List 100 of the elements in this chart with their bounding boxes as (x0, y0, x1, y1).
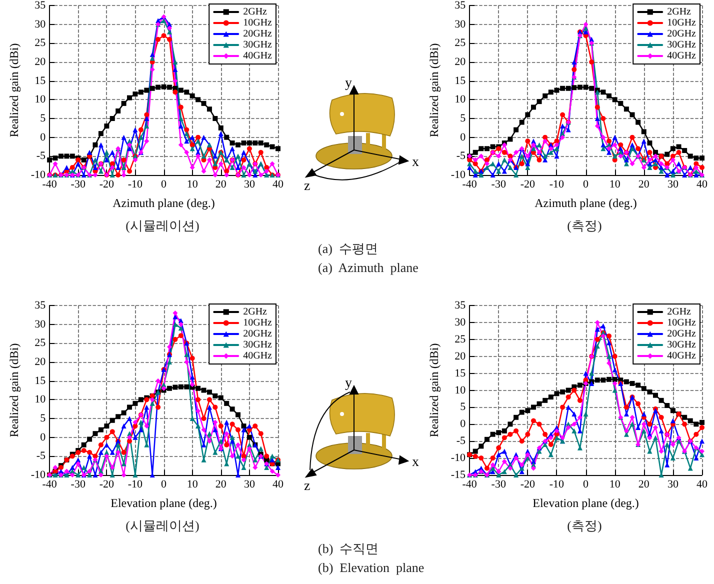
legend-label: 10GHz (667, 318, 697, 328)
x-tick-label: 10 (609, 178, 621, 190)
x-tick-label: 30 (667, 178, 679, 190)
x-tick-label: 0 (583, 178, 590, 190)
y-tick-label: 5 (40, 412, 46, 424)
legend-label: 30GHz (243, 340, 273, 350)
y-tick-label: 10 (454, 94, 466, 106)
y-axis-title: Realized gain (dBi) (7, 343, 21, 438)
y-tick-label: -5 (36, 150, 46, 162)
y-tick-label: 20 (34, 56, 46, 68)
y-tick-label: 15 (34, 74, 46, 87)
x-tick-label: 40 (272, 478, 284, 490)
x-tick-label: -40 (42, 178, 58, 190)
legend-label: 2GHz (667, 6, 692, 18)
legend-label: 30GHz (243, 40, 273, 50)
y-tick-label: 25 (34, 37, 46, 50)
x-tick-label: -10 (549, 478, 565, 490)
x-axis-title: Azimuth plane (deg.) (534, 196, 637, 210)
legend-label: 2GHz (243, 306, 268, 318)
y-tick-label: 15 (34, 374, 46, 387)
text: (측정) (566, 517, 603, 535)
legend-label: 20GHz (667, 328, 697, 340)
y-tick-label: 0 (460, 131, 466, 144)
y-tick-label: 30 (454, 316, 466, 328)
y-tick-label: 10 (34, 394, 46, 406)
y-tick-label: 20 (454, 350, 466, 362)
legend-label: 20GHz (667, 28, 697, 40)
y-tick-label: 0 (40, 431, 46, 444)
x-tick-label: 0 (161, 178, 168, 190)
y-tick-label: 25 (454, 333, 466, 346)
y-tick-label: 35 (454, 300, 466, 312)
text: (a) 수평면 (318, 240, 378, 258)
x-tick-label: -30 (70, 478, 86, 490)
legend-label: 2GHz (243, 6, 268, 18)
y-tick-label: -5 (456, 150, 466, 162)
x-tick-label: 40 (696, 178, 708, 190)
x-tick-label: 40 (696, 478, 708, 490)
x-tick-label: 20 (215, 178, 227, 190)
x-tick-label: -10 (549, 178, 565, 190)
legend-label: 40GHz (667, 50, 697, 62)
y-tick-label: -5 (456, 435, 466, 448)
x-tick-label: 0 (583, 478, 590, 490)
x-tick-label: 20 (215, 478, 227, 490)
x-tick-label: -40 (462, 178, 478, 190)
legend-label: 40GHz (243, 50, 273, 62)
legend-label: 20GHz (243, 328, 273, 340)
y-tick-label: 30 (34, 18, 46, 30)
y-tick-label: -10 (450, 169, 466, 181)
legend-label: 10GHz (667, 18, 697, 28)
legend-label: 40GHz (667, 350, 697, 362)
text: z (304, 179, 310, 194)
y-tick-label: 15 (454, 367, 466, 380)
x-tick-label: -20 (99, 478, 114, 490)
x-tick-label: 40 (272, 178, 284, 190)
text: (측정) (566, 217, 603, 235)
x-tick-label: -30 (491, 178, 506, 190)
y-axis-title: Realized gain (dBi) (427, 343, 441, 438)
x-axis-title: Elevation plane (deg.) (110, 496, 217, 510)
y-tick-label: 25 (454, 37, 466, 50)
x-tick-label: 10 (609, 478, 621, 490)
x-tick-label: 20 (638, 178, 650, 190)
y-tick-label: 10 (454, 384, 466, 396)
y-tick-label: -15 (450, 469, 466, 481)
y-tick-label: 35 (34, 300, 46, 312)
y-tick-label: 5 (40, 112, 46, 124)
legend-label: 20GHz (243, 28, 273, 40)
legend-label: 30GHz (667, 40, 697, 50)
text: (b) 수직면 (318, 540, 379, 558)
text: (시뮬레이션) (124, 217, 200, 235)
text: y (345, 376, 352, 391)
y-tick-label: 25 (34, 337, 46, 350)
y-tick-label: -10 (450, 452, 466, 464)
y-tick-label: 5 (460, 401, 466, 414)
x-tick-label: 30 (667, 478, 679, 490)
y-axis-title: Realized gain (dBi) (427, 43, 441, 138)
legend-label: 30GHz (667, 340, 697, 350)
y-axis-title: Realized gain (dBi) (7, 43, 21, 138)
y-tick-label: 20 (34, 356, 46, 368)
x-tick-label: 20 (638, 478, 650, 490)
x-tick-label: -20 (520, 178, 536, 190)
y-tick-label: 0 (460, 418, 466, 430)
y-tick-label: -5 (36, 450, 46, 462)
x-tick-label: -10 (128, 478, 144, 490)
y-tick-label: -10 (30, 469, 46, 481)
x-tick-label: 0 (161, 478, 168, 490)
x-axis-title: Azimuth plane (deg.) (112, 196, 215, 210)
x-tick-label: -30 (70, 178, 86, 190)
text: (b) Elevation plane (318, 560, 424, 576)
y-tick-label: 30 (34, 318, 46, 330)
y-tick-label: 35 (34, 0, 46, 12)
y-tick-label: 10 (34, 94, 46, 106)
x-tick-label: 10 (186, 478, 198, 490)
text: y (345, 76, 352, 91)
legend-label: 10GHz (243, 18, 273, 28)
legend-label: 2GHz (667, 306, 692, 318)
y-tick-label: 15 (454, 74, 466, 87)
y-tick-label: -10 (30, 169, 46, 181)
x-tick-label: -20 (520, 478, 536, 490)
x-tick-label: 30 (244, 178, 256, 190)
text: z (304, 479, 310, 494)
